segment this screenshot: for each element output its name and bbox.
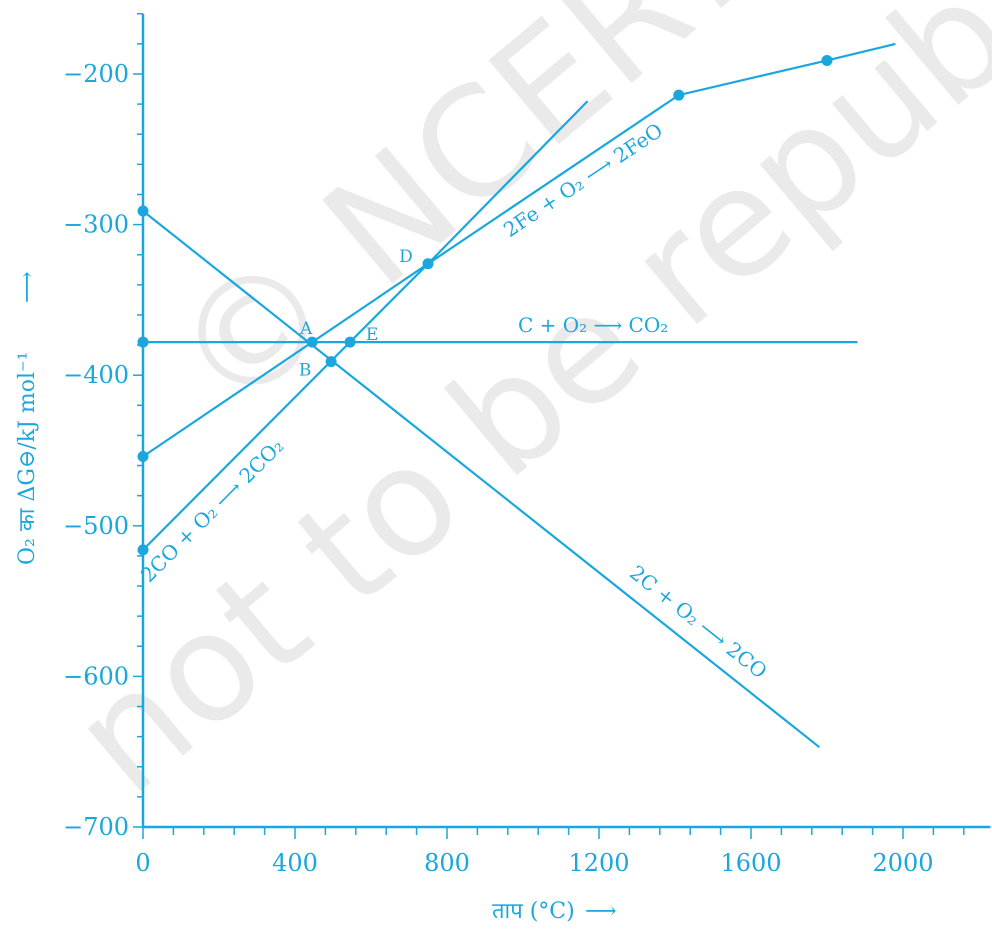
data-marker bbox=[422, 258, 434, 270]
point-label: A bbox=[299, 319, 313, 339]
point-label: B bbox=[299, 361, 312, 381]
x-tick-label: 800 bbox=[424, 849, 470, 877]
y-tick-label: −600 bbox=[63, 662, 129, 690]
y-tick-label: −200 bbox=[63, 60, 129, 88]
x-axis-arrow: ⟶ bbox=[585, 899, 617, 924]
y-axis-label: O₂ का ΔG⊖/kJ mol⁻¹ bbox=[15, 352, 40, 565]
y-tick-label: −700 bbox=[63, 813, 129, 841]
x-tick-label: 1600 bbox=[720, 849, 781, 877]
y-tick-label: −500 bbox=[63, 512, 129, 540]
tick-marks bbox=[133, 13, 965, 839]
point-label: D bbox=[399, 247, 413, 267]
data-marker bbox=[344, 336, 356, 348]
x-tick-label: 2000 bbox=[872, 849, 933, 877]
data-marker bbox=[306, 336, 318, 348]
data-marker bbox=[821, 54, 833, 66]
x-axis-label: ताप (°C) bbox=[492, 899, 575, 924]
point-label: E bbox=[366, 325, 378, 345]
data-markers bbox=[137, 54, 833, 556]
point-labels: A B E D bbox=[299, 247, 413, 381]
data-marker bbox=[137, 544, 149, 556]
x-tick-label: 400 bbox=[272, 849, 318, 877]
series-line-1 bbox=[142, 210, 821, 749]
y-tick-label: −300 bbox=[63, 211, 129, 239]
watermark: © NCERT not to be republished bbox=[41, 0, 992, 828]
y-axis-arrow: ⟶ bbox=[15, 271, 40, 303]
y-axis-title: O₂ का ΔG⊖/kJ mol⁻¹ ⟶ bbox=[15, 271, 40, 565]
reaction-label: 2C + O₂ ⟶ 2CO bbox=[625, 560, 771, 683]
y-tick-label: −400 bbox=[63, 361, 129, 389]
axes bbox=[141, 13, 991, 829]
data-marker bbox=[673, 89, 685, 101]
data-marker bbox=[137, 336, 149, 348]
reaction-label: C + O₂ ⟶ CO₂ bbox=[518, 313, 668, 337]
x-axis-title: ताप (°C) ⟶ bbox=[492, 899, 617, 924]
x-tick-label: 1200 bbox=[568, 849, 629, 877]
data-marker bbox=[325, 356, 337, 368]
data-marker bbox=[137, 205, 149, 217]
x-tick-label: 0 bbox=[135, 849, 150, 877]
data-marker bbox=[137, 451, 149, 463]
